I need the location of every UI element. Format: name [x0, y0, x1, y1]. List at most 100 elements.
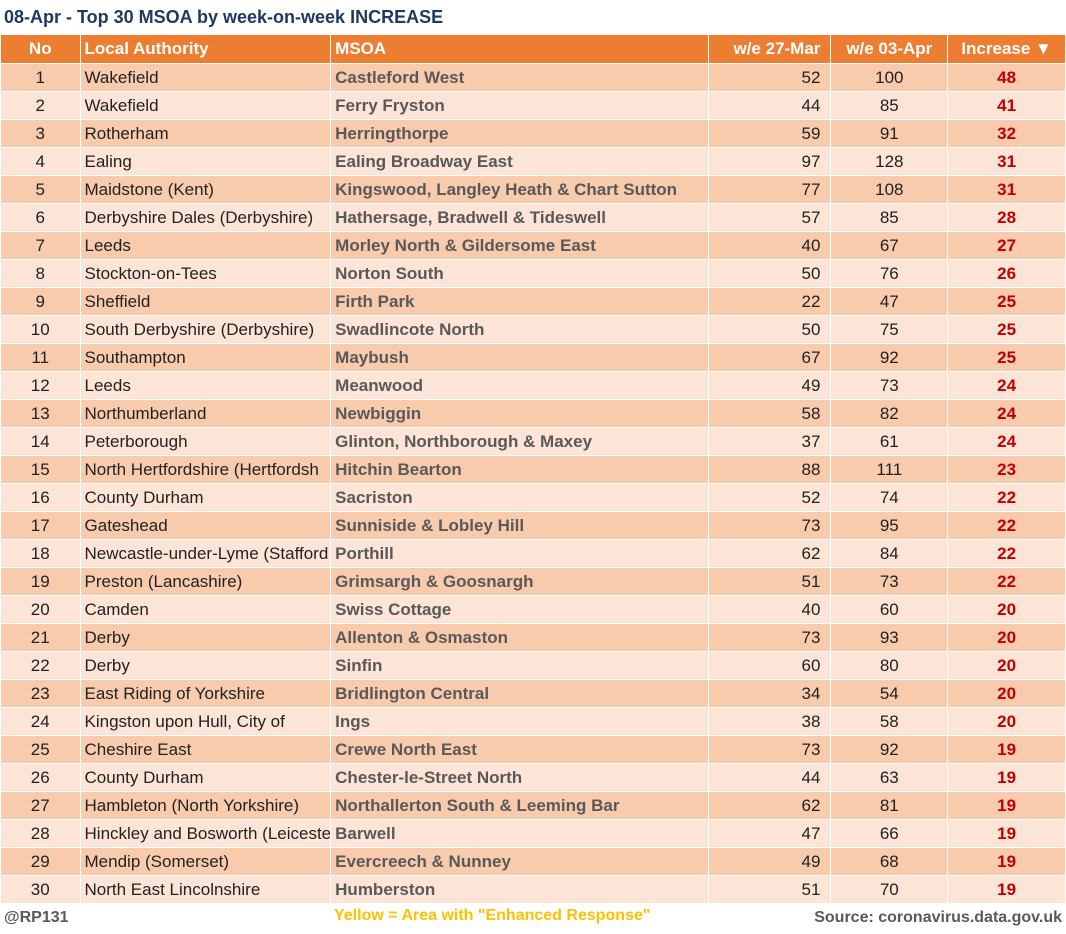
cell-msoa: Crewe North East: [330, 735, 709, 764]
cell-increase: 19: [947, 791, 1066, 820]
cell-no: 19: [0, 567, 81, 596]
header-we-03-apr[interactable]: w/e 03-Apr: [830, 34, 949, 64]
cell-we-27-mar: 34: [707, 679, 832, 708]
cell-no: 7: [0, 231, 81, 260]
cell-we-03-apr: 93: [830, 623, 949, 652]
cell-local-authority: County Durham: [79, 483, 332, 512]
cell-msoa: Barwell: [330, 819, 709, 848]
cell-msoa: Ferry Fryston: [330, 91, 709, 120]
table-row: 5 Maidstone (Kent) Kingswood, Langley Heat…: [0, 175, 1066, 204]
cell-no: 6: [0, 203, 81, 232]
cell-we-27-mar: 59: [707, 119, 832, 148]
header-we-27-mar[interactable]: w/e 27-Mar: [707, 34, 832, 64]
cell-local-authority: Northumberland: [79, 399, 332, 428]
cell-msoa: Norton South: [330, 259, 709, 288]
header-increase-sort[interactable]: Increase ▼: [947, 34, 1066, 64]
cell-increase: 20: [947, 679, 1066, 708]
cell-no: 9: [0, 287, 81, 316]
cell-local-authority: Kingston upon Hull, City of: [79, 707, 332, 736]
source-note: Source: coronavirus.data.gov.uk: [814, 909, 1062, 926]
cell-we-27-mar: 62: [707, 791, 832, 820]
cell-increase: 41: [947, 91, 1066, 120]
cell-msoa: Sinfin: [330, 651, 709, 680]
cell-local-authority: Ealing: [79, 147, 332, 176]
cell-we-27-mar: 40: [707, 231, 832, 260]
cell-we-27-mar: 50: [707, 315, 832, 344]
table-row: 1 Wakefield Castleford West 52 100 48: [0, 63, 1066, 92]
cell-msoa: Evercreech & Nunney: [330, 847, 709, 876]
cell-we-27-mar: 22: [707, 287, 832, 316]
table-row: 8 Stockton-on-Tees Norton South 50 76 26: [0, 259, 1066, 288]
cell-we-27-mar: 51: [707, 567, 832, 596]
cell-increase: 25: [947, 287, 1066, 316]
table-row: 20 Camden Swiss Cottage 40 60 20: [0, 595, 1066, 624]
cell-no: 15: [0, 455, 81, 484]
cell-increase: 48: [947, 63, 1066, 92]
cell-local-authority: Cheshire East: [79, 735, 332, 764]
cell-we-03-apr: 111: [830, 455, 949, 484]
cell-increase: 31: [947, 147, 1066, 176]
cell-we-03-apr: 100: [830, 63, 949, 92]
table-row: 9 Sheffield Firth Park 22 47 25: [0, 287, 1066, 316]
cell-no: 12: [0, 371, 81, 400]
cell-local-authority: Hinckley and Bosworth (Leiceste: [79, 819, 332, 848]
cell-we-03-apr: 47: [830, 287, 949, 316]
header-no[interactable]: No: [0, 34, 81, 64]
cell-no: 22: [0, 651, 81, 680]
table-row: 23 East Riding of Yorkshire Bridlington Ce…: [0, 679, 1066, 708]
table-row: 11 Southampton Maybush 67 92 25: [0, 343, 1066, 372]
cell-msoa: Castleford West: [330, 63, 709, 92]
cell-local-authority: South Derbyshire (Derbyshire): [79, 315, 332, 344]
cell-we-03-apr: 63: [830, 763, 949, 792]
cell-we-27-mar: 88: [707, 455, 832, 484]
cell-no: 23: [0, 679, 81, 708]
cell-msoa: Glinton, Northborough & Maxey: [330, 427, 709, 456]
cell-msoa: Morley North & Gildersome East: [330, 231, 709, 260]
cell-no: 18: [0, 539, 81, 568]
cell-no: 27: [0, 791, 81, 820]
cell-increase: 20: [947, 651, 1066, 680]
cell-local-authority: Camden: [79, 595, 332, 624]
table-row: 17 Gateshead Sunniside & Lobley Hill 73 95 22: [0, 511, 1066, 540]
cell-increase: 22: [947, 567, 1066, 596]
cell-increase: 19: [947, 847, 1066, 876]
cell-we-03-apr: 128: [830, 147, 949, 176]
cell-we-03-apr: 92: [830, 343, 949, 372]
cell-no: 17: [0, 511, 81, 540]
cell-no: 5: [0, 175, 81, 204]
legend-note: Yellow = Area with "Enhanced Response": [334, 907, 651, 924]
header-local-authority[interactable]: Local Authority: [79, 34, 332, 64]
cell-msoa: Swiss Cottage: [330, 595, 709, 624]
cell-increase: 24: [947, 427, 1066, 456]
cell-increase: 23: [947, 455, 1066, 484]
cell-we-27-mar: 52: [707, 63, 832, 92]
cell-msoa: Humberston: [330, 875, 709, 904]
cell-msoa: Newbiggin: [330, 399, 709, 428]
cell-increase: 22: [947, 539, 1066, 568]
cell-we-27-mar: 51: [707, 875, 832, 904]
cell-we-03-apr: 85: [830, 203, 949, 232]
cell-local-authority: Peterborough: [79, 427, 332, 456]
header-msoa[interactable]: MSOA: [330, 34, 709, 64]
cell-we-03-apr: 85: [830, 91, 949, 120]
cell-increase: 27: [947, 231, 1066, 260]
cell-we-03-apr: 61: [830, 427, 949, 456]
cell-no: 10: [0, 315, 81, 344]
cell-local-authority: County Durham: [79, 763, 332, 792]
table-row: 3 Rotherham Herringthorpe 59 91 32: [0, 119, 1066, 148]
cell-increase: 19: [947, 735, 1066, 764]
table-row: 6 Derbyshire Dales (Derbyshire) Hathersage…: [0, 203, 1066, 232]
cell-we-03-apr: 54: [830, 679, 949, 708]
cell-msoa: Hathersage, Bradwell & Tideswell: [330, 203, 709, 232]
cell-we-27-mar: 52: [707, 483, 832, 512]
cell-msoa: Meanwood: [330, 371, 709, 400]
cell-msoa: Kingswood, Langley Heath & Chart Sutton: [330, 175, 709, 204]
cell-no: 3: [0, 119, 81, 148]
cell-we-03-apr: 91: [830, 119, 949, 148]
cell-we-27-mar: 73: [707, 511, 832, 540]
cell-increase: 28: [947, 203, 1066, 232]
cell-no: 28: [0, 819, 81, 848]
cell-no: 14: [0, 427, 81, 456]
cell-we-27-mar: 37: [707, 427, 832, 456]
table-row: 22 Derby Sinfin 60 80 20: [0, 651, 1066, 680]
